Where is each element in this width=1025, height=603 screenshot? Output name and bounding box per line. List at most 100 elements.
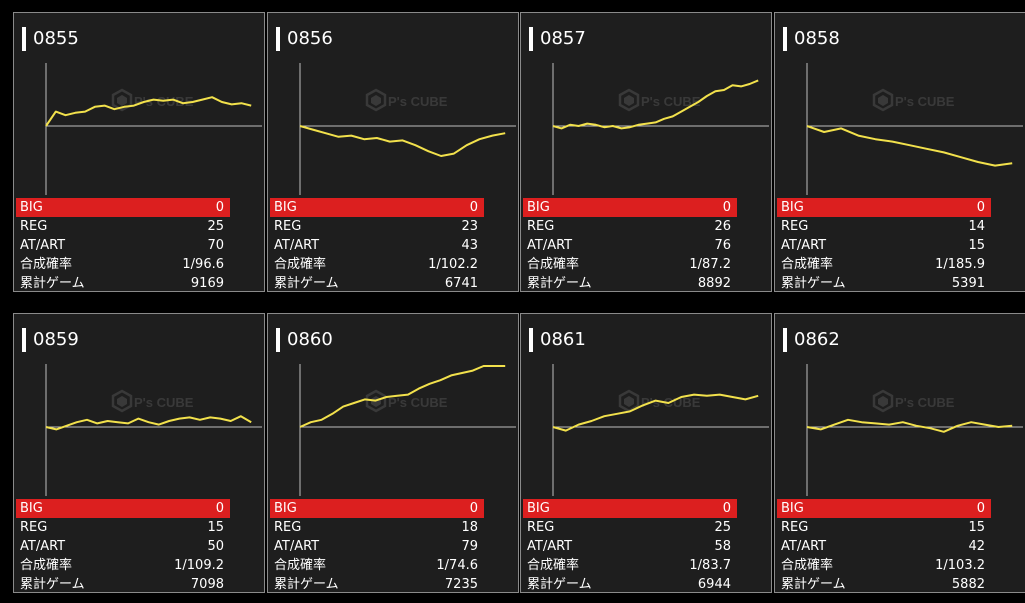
- stat-value-combined: 1/109.2: [174, 558, 224, 573]
- machine-card-0856[interactable]: 0856 P's CUBE BIG 0 REG 23: [267, 12, 519, 292]
- watermark: P's CUBE: [618, 88, 701, 112]
- stat-value-at-art: 70: [207, 238, 224, 253]
- stat-label-big: BIG: [20, 501, 43, 516]
- stat-label-combined: 合成確率: [274, 257, 327, 272]
- watermark-brand: P's CUBE: [895, 94, 955, 109]
- slump-line: [299, 125, 506, 157]
- stat-label-reg: REG: [274, 219, 302, 234]
- stat-value-big: 0: [469, 501, 478, 516]
- machine-card-0855[interactable]: 0855 P's CUBE BIG 0 REG 25: [13, 12, 265, 292]
- stat-value-at-art: 15: [968, 238, 985, 253]
- stats-table: BIG 0 REG 15 AT/ART 42 合成確率 1/103.2 累計ゲー…: [777, 499, 991, 594]
- stat-label-combined: 合成確率: [527, 257, 580, 272]
- machine-number: 0857: [529, 27, 586, 51]
- machine-card-0862[interactable]: 0862 P's CUBE BIG 0 REG 15: [774, 313, 1025, 593]
- stats-table: BIG 0 REG 18 AT/ART 79 合成確率 1/74.6 累計ゲーム…: [270, 499, 484, 594]
- stat-label-reg: REG: [781, 520, 809, 535]
- stat-label-combined: 合成確率: [781, 257, 834, 272]
- slump-graph: P's CUBE: [806, 63, 1023, 195]
- stats-table: BIG 0 REG 25 AT/ART 58 合成確率 1/83.7 累計ゲーム…: [523, 499, 737, 594]
- watermark-brand: P's CUBE: [388, 395, 448, 410]
- stat-value-reg: 25: [714, 520, 731, 535]
- stat-row-big: BIG 0: [777, 198, 991, 217]
- stats-table: BIG 0 REG 14 AT/ART 15 合成確率 1/185.9 累計ゲー…: [777, 198, 991, 293]
- stat-row-at-art: AT/ART 15: [777, 236, 991, 255]
- stat-value-combined: 1/102.2: [428, 257, 478, 272]
- stat-row-big: BIG 0: [270, 499, 484, 518]
- stat-label-big: BIG: [781, 200, 804, 215]
- slump-graph: P's CUBE: [299, 364, 516, 496]
- cube-logo-icon: [872, 88, 894, 112]
- stat-label-at-art: AT/ART: [527, 238, 573, 253]
- machine-card-0860[interactable]: 0860 P's CUBE BIG 0 REG 18: [267, 313, 519, 593]
- stat-row-combined: 合成確率 1/96.6: [16, 255, 230, 274]
- stat-value-combined: 1/103.2: [935, 558, 985, 573]
- machine-card-0861[interactable]: 0861 P's CUBE BIG 0 REG 25: [520, 313, 772, 593]
- stat-row-reg: REG 15: [777, 518, 991, 537]
- stat-value-total-games: 5882: [951, 577, 985, 592]
- stat-value-combined: 1/83.7: [689, 558, 731, 573]
- stat-value-combined: 1/96.6: [182, 257, 224, 272]
- slump-line: [299, 365, 506, 428]
- slump-graph: P's CUBE: [552, 63, 769, 195]
- machine-number: 0858: [783, 27, 840, 51]
- stat-row-combined: 合成確率 1/83.7: [523, 556, 737, 575]
- stat-label-big: BIG: [20, 200, 43, 215]
- stat-value-total-games: 7235: [444, 577, 478, 592]
- stat-value-reg: 14: [968, 219, 985, 234]
- machine-card-0858[interactable]: 0858 P's CUBE BIG 0 REG 14: [774, 12, 1025, 292]
- stat-row-total-games: 累計ゲーム 8892: [523, 274, 737, 293]
- stat-row-reg: REG 25: [16, 217, 230, 236]
- watermark-brand: P's CUBE: [134, 395, 194, 410]
- slump-graph: P's CUBE: [806, 364, 1023, 496]
- stat-value-total-games: 9169: [190, 276, 224, 291]
- stat-row-big: BIG 0: [16, 198, 230, 217]
- stat-label-total-games: 累計ゲーム: [20, 577, 85, 592]
- stat-row-big: BIG 0: [523, 499, 737, 518]
- stat-row-big: BIG 0: [523, 198, 737, 217]
- machine-number: 0860: [276, 328, 333, 352]
- stat-value-at-art: 50: [207, 539, 224, 554]
- stat-label-at-art: AT/ART: [527, 539, 573, 554]
- machine-number: 0859: [22, 328, 79, 352]
- stat-label-total-games: 累計ゲーム: [527, 276, 592, 291]
- machine-card-0859[interactable]: 0859 P's CUBE BIG 0 REG 15: [13, 313, 265, 593]
- stat-label-at-art: AT/ART: [274, 238, 320, 253]
- stat-row-total-games: 累計ゲーム 6741: [270, 274, 484, 293]
- stat-label-at-art: AT/ART: [20, 539, 66, 554]
- stat-row-combined: 合成確率 1/87.2: [523, 255, 737, 274]
- stat-value-at-art: 58: [714, 539, 731, 554]
- stats-table: BIG 0 REG 15 AT/ART 50 合成確率 1/109.2 累計ゲー…: [16, 499, 230, 594]
- slump-graph: P's CUBE: [45, 364, 262, 496]
- stat-label-at-art: AT/ART: [274, 539, 320, 554]
- stats-table: BIG 0 REG 25 AT/ART 70 合成確率 1/96.6 累計ゲーム…: [16, 198, 230, 293]
- watermark-brand: P's CUBE: [641, 94, 701, 109]
- stat-label-at-art: AT/ART: [781, 539, 827, 554]
- watermark-brand: P's CUBE: [895, 395, 955, 410]
- stat-label-combined: 合成確率: [781, 558, 834, 573]
- slump-line: [45, 96, 252, 127]
- cube-logo-icon: [618, 88, 640, 112]
- slump-line: [45, 415, 252, 431]
- stat-row-reg: REG 23: [270, 217, 484, 236]
- cube-logo-icon: [111, 389, 133, 413]
- stat-label-total-games: 累計ゲーム: [781, 577, 846, 592]
- watermark: P's CUBE: [365, 389, 448, 413]
- stat-label-big: BIG: [274, 501, 297, 516]
- stat-row-reg: REG 18: [270, 518, 484, 537]
- stat-label-combined: 合成確率: [20, 257, 73, 272]
- stat-value-big: 0: [976, 200, 985, 215]
- stat-value-total-games: 5391: [951, 276, 985, 291]
- stat-row-combined: 合成確率 1/185.9: [777, 255, 991, 274]
- machine-card-0857[interactable]: 0857 P's CUBE BIG 0 REG 26: [520, 12, 772, 292]
- stat-value-reg: 26: [714, 219, 731, 234]
- stat-label-combined: 合成確率: [274, 558, 327, 573]
- stat-row-total-games: 累計ゲーム 5391: [777, 274, 991, 293]
- stat-value-total-games: 6741: [444, 276, 478, 291]
- stat-value-combined: 1/87.2: [689, 257, 731, 272]
- stat-row-reg: REG 14: [777, 217, 991, 236]
- stat-label-total-games: 累計ゲーム: [20, 276, 85, 291]
- stat-label-reg: REG: [527, 520, 555, 535]
- slump-graph: P's CUBE: [299, 63, 516, 195]
- slump-line: [806, 418, 1013, 433]
